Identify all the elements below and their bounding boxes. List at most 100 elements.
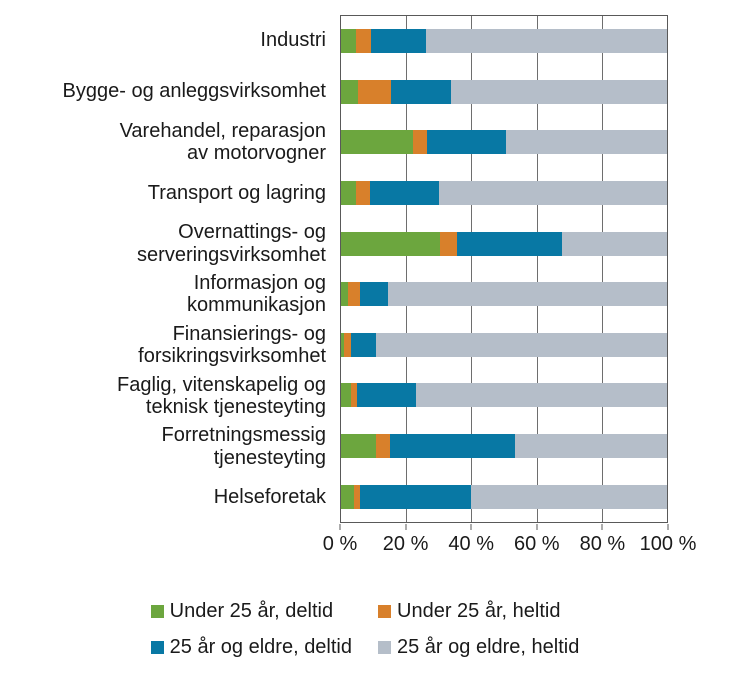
category-label: Finansierings- og forsikringsvirksomhet xyxy=(138,322,326,368)
bar-segment xyxy=(412,130,428,155)
bar-segment xyxy=(341,383,352,408)
bar-segment xyxy=(341,181,356,206)
bar-segment xyxy=(341,79,359,104)
bar-segment xyxy=(341,130,413,155)
category-label: Transport og lagring xyxy=(147,181,326,204)
axis-tick-label: 40 % xyxy=(448,533,494,555)
bar-segment xyxy=(439,231,458,256)
bar-segment xyxy=(439,181,667,206)
bar-segment xyxy=(348,282,361,307)
bar-segment xyxy=(370,29,427,54)
gridline xyxy=(536,16,538,522)
gridline xyxy=(601,16,603,522)
bar-segment xyxy=(341,29,356,54)
stacked-bar xyxy=(341,181,667,206)
bar-row xyxy=(341,471,667,522)
bar-segment xyxy=(471,484,667,509)
axis-tick-label: 80 % xyxy=(579,533,626,555)
bar-row xyxy=(341,117,667,168)
category-label: Informasjon og kommunikasjon xyxy=(187,271,326,317)
stacked-bar xyxy=(341,130,667,155)
legend: Under 25 år, deltid Under 25 år, heltid 25… xyxy=(0,600,730,659)
bar-row xyxy=(341,370,667,421)
gridline xyxy=(471,16,473,522)
legend-label: Under 25 år, deltid xyxy=(169,600,334,622)
legend-swatch xyxy=(150,605,164,618)
category-label: Bygge- og anleggsvirksomhet xyxy=(62,80,326,102)
category-label: Forretningsmessig tjenesteyting xyxy=(161,424,326,469)
bar-segment xyxy=(505,130,667,155)
stacked-bar xyxy=(341,282,667,307)
axis-tick xyxy=(536,524,538,530)
legend-label: 25 år og eldre, deltid xyxy=(169,636,352,658)
bar-segment xyxy=(376,332,667,357)
bar-segment xyxy=(351,332,377,357)
legend-item: 25 år og eldre, deltid xyxy=(150,636,352,659)
axis-tick xyxy=(601,524,603,530)
legend-swatch xyxy=(378,641,391,654)
legend-label: Under 25 år, heltid xyxy=(397,600,561,622)
stacked-bar xyxy=(341,332,667,357)
bar-segment xyxy=(360,282,388,307)
axis-tick-label: 100 % xyxy=(639,533,697,555)
bar-segment xyxy=(370,181,440,206)
bar-segment xyxy=(356,383,417,408)
bar-segment xyxy=(426,29,667,54)
legend-item: Under 25 år, deltid xyxy=(150,600,352,623)
stacked-bar xyxy=(341,231,667,256)
bar-segment xyxy=(358,79,392,104)
bar-segment xyxy=(341,332,345,357)
bar-segment xyxy=(427,130,506,155)
bar-row xyxy=(341,320,667,371)
bar-segment xyxy=(515,434,667,459)
bar-segment xyxy=(341,282,349,307)
axis-tick xyxy=(470,524,472,530)
plot-area xyxy=(340,15,668,523)
bar-segment xyxy=(562,231,667,256)
bar-row xyxy=(341,421,667,472)
bar-segment xyxy=(351,383,357,408)
bar-row xyxy=(341,218,667,269)
bar-segment xyxy=(376,434,390,459)
category-label: Varehandel, reparasjon av motorvogner xyxy=(119,119,326,164)
bar-row xyxy=(341,67,667,118)
stacked-bar xyxy=(341,383,667,408)
stacked-bar xyxy=(341,79,667,104)
category-labels: Industri Bygge- og anleggsvirksomhet Vareh… xyxy=(0,15,333,523)
bar-segment xyxy=(457,231,563,256)
category-label: Faglig, vitenskapelig og teknisk tjenest… xyxy=(116,373,326,418)
legend-swatch xyxy=(150,641,164,654)
legend-swatch xyxy=(378,605,391,618)
bar-segment xyxy=(416,383,667,408)
stacked-bar xyxy=(341,434,667,459)
bar-segment xyxy=(354,484,361,509)
bar-row xyxy=(341,269,667,320)
bar-segment xyxy=(387,282,667,307)
bar-rows xyxy=(341,16,667,522)
bar-segment xyxy=(451,79,667,104)
category-label: Industri xyxy=(260,29,326,52)
stacked-bar xyxy=(341,29,667,54)
legend-item: 25 år og eldre, heltid xyxy=(378,636,579,659)
axis-tick-label: 60 % xyxy=(514,533,560,555)
gridline xyxy=(406,16,408,522)
bar-row xyxy=(341,168,667,219)
bar-segment xyxy=(341,484,355,509)
category-label: Helseforetak xyxy=(213,486,326,509)
legend-label: 25 år og eldre, heltid xyxy=(397,636,580,658)
category-label: Overnattings- og serveringsvirksomhet xyxy=(137,221,326,266)
axis-tick xyxy=(405,524,407,530)
bar-segment xyxy=(355,29,371,54)
bar-row xyxy=(341,16,667,67)
axis-tick xyxy=(339,524,341,530)
legend-item: Under 25 år, heltid xyxy=(378,600,579,623)
bar-segment xyxy=(360,484,472,509)
bar-segment xyxy=(344,332,352,357)
axis-tick-label: 20 % xyxy=(382,533,429,555)
bar-segment xyxy=(341,231,440,256)
bar-segment xyxy=(391,79,452,104)
x-axis: 0 % 20 % 40 % 60 % 80 % 100 % xyxy=(323,524,696,569)
bar-segment xyxy=(355,181,371,206)
bar-segment xyxy=(341,434,377,459)
